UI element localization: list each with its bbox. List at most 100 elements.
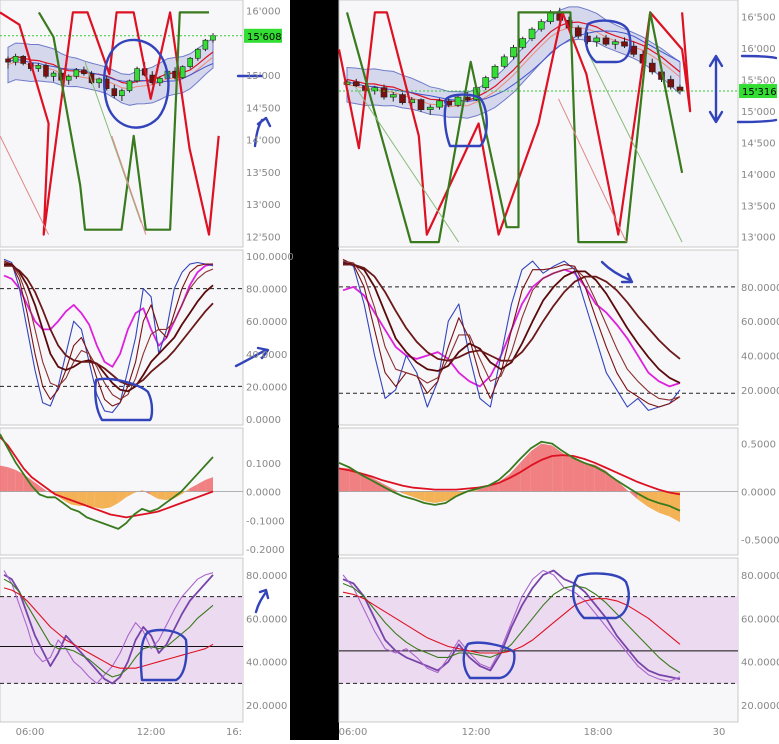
right-price-candle xyxy=(389,94,397,98)
right-osc-ytick: -0.5000 xyxy=(741,535,779,546)
left-osc-histogram-area xyxy=(110,491,119,508)
left-price-price-tag-label: 15'608 xyxy=(247,32,282,43)
annotation-arrow-left-stoch xyxy=(234,346,270,368)
right-trend-red xyxy=(337,11,692,236)
left-osc-histogram-area xyxy=(39,485,48,492)
right-osc-histogram-area xyxy=(552,445,563,492)
right-stoch-ytick: 20.0000 xyxy=(741,386,779,397)
left-price-candle xyxy=(81,69,87,75)
left-xtick: 06:00 xyxy=(16,727,45,738)
annotation-arrow-right-stoch xyxy=(600,260,634,284)
left-price-candle xyxy=(65,76,72,81)
right-stoch-series-line xyxy=(342,258,681,408)
right-osc-histogram-area xyxy=(424,491,435,503)
annotation-box-left-rsi xyxy=(139,628,188,682)
left-rsi-ytick: 60.0000 xyxy=(246,614,287,625)
left-price-candle xyxy=(43,65,49,77)
left-price-ytick: 13'000 xyxy=(246,200,281,211)
right-stoch-series-line xyxy=(342,260,681,401)
right-xtick: 30 xyxy=(713,727,726,738)
right-price-candle xyxy=(621,41,628,47)
left-stoch-ytick: 60.0000 xyxy=(246,317,287,328)
left-stoch-ytick: 80.0000 xyxy=(246,285,287,296)
right-rsi-series-line xyxy=(342,569,681,680)
right-osc-histogram-area xyxy=(445,491,457,502)
right-osc-histogram-area xyxy=(573,458,585,492)
annotation-box-left-stoch xyxy=(94,377,154,422)
left-trend-red xyxy=(0,11,220,236)
right-price-candle xyxy=(417,99,425,110)
right-price-candle xyxy=(593,37,601,43)
annotation-arrow-left-rsi xyxy=(254,588,270,614)
right-price-ytick: 14'000 xyxy=(741,170,776,181)
right-osc-histogram-area xyxy=(402,491,414,498)
right-osc-histogram-area xyxy=(349,468,361,492)
left-stoch-series-line xyxy=(4,264,214,386)
left-rsi-series-line xyxy=(3,570,214,684)
right-price-ytick: 15'500 xyxy=(741,75,776,86)
annotation-dash-right-lower xyxy=(736,118,778,124)
right-rsi-series-line xyxy=(342,569,681,682)
left-price-price-tag xyxy=(244,28,282,43)
left-rsi-ytick: 20.0000 xyxy=(246,701,287,712)
right-stoch-ytick: 60.0000 xyxy=(741,317,779,328)
right-price-ytick: 13'500 xyxy=(741,201,776,212)
right-price-candle xyxy=(630,45,638,55)
left-price-candle xyxy=(187,57,193,67)
left-price-candle xyxy=(5,58,11,63)
left-stoch-ytick: 40.0000 xyxy=(246,350,287,361)
annotation-box-right-rsi xyxy=(462,641,516,680)
left-price-ytick: 14'000 xyxy=(246,136,281,147)
left-osc-histogram-area xyxy=(157,491,166,501)
left-osc-histogram-area xyxy=(78,491,87,506)
right-price-ytick: 16'000 xyxy=(741,44,776,55)
right-rsi-ytick: 60.0000 xyxy=(741,614,779,625)
left-price-ytick: 12'500 xyxy=(246,233,281,244)
left-rsi-zone xyxy=(0,596,243,684)
left-osc-histogram-area xyxy=(118,491,127,503)
left-osc-histogram-area xyxy=(0,465,8,492)
right-osc-histogram-area xyxy=(434,491,446,503)
left-osc-histogram-area xyxy=(197,480,206,492)
right-osc-histogram-area xyxy=(339,467,350,492)
left-osc-histogram-area xyxy=(102,491,111,509)
right-price-ytick: 16'500 xyxy=(741,13,776,24)
right-osc-histogram-area xyxy=(562,453,574,492)
right-stoch-ytick: 80.0000 xyxy=(741,283,779,294)
right-osc-histogram-area xyxy=(541,443,553,492)
left-osc-histogram-area xyxy=(205,477,213,492)
right-stoch-ytick: 40.0000 xyxy=(741,352,779,363)
right-price-candle xyxy=(519,38,527,48)
right-osc-histogram-area xyxy=(477,486,489,492)
left-osc-ytick: 0.1000 xyxy=(246,459,281,470)
right-price-price-tag-label: 15'316 xyxy=(742,87,777,98)
left-stoch-ytick: 100.0000 xyxy=(246,252,294,263)
left-osc-histogram-area xyxy=(7,467,16,492)
right-osc-series-line xyxy=(338,454,681,496)
right-rsi-series-line xyxy=(342,582,681,674)
right-price-candle xyxy=(574,27,582,37)
left-osc-ytick: 0.0000 xyxy=(246,488,281,499)
right-price-price-tag xyxy=(739,84,777,99)
right-price-volatility-band xyxy=(346,6,681,119)
left-rsi-series-line xyxy=(3,587,214,669)
right-osc-histogram-area xyxy=(520,451,531,492)
right-stoch-panel xyxy=(338,249,739,426)
right-trend-thin-3 xyxy=(585,49,683,243)
annotation-double-arrow-right xyxy=(708,54,724,124)
right-osc-histogram-area xyxy=(605,470,617,492)
annotation-box-right-price-top xyxy=(584,19,632,64)
left-osc-histogram-area xyxy=(126,491,135,498)
left-trend-thin-1 xyxy=(0,135,50,235)
right-price-candle xyxy=(510,47,517,58)
right-price-candle xyxy=(648,62,656,73)
right-price-ytick: 15'000 xyxy=(741,107,776,118)
left-trend-thin-2 xyxy=(84,61,142,223)
left-price-candle xyxy=(50,72,57,77)
left-stoch-ytick: 0.0000 xyxy=(246,415,281,426)
left-xtick: 16: xyxy=(226,727,242,738)
right-price-candle xyxy=(352,81,360,87)
left-osc-histogram-area xyxy=(15,469,24,492)
right-osc-histogram-area xyxy=(360,472,371,492)
right-price-candle xyxy=(380,87,388,98)
